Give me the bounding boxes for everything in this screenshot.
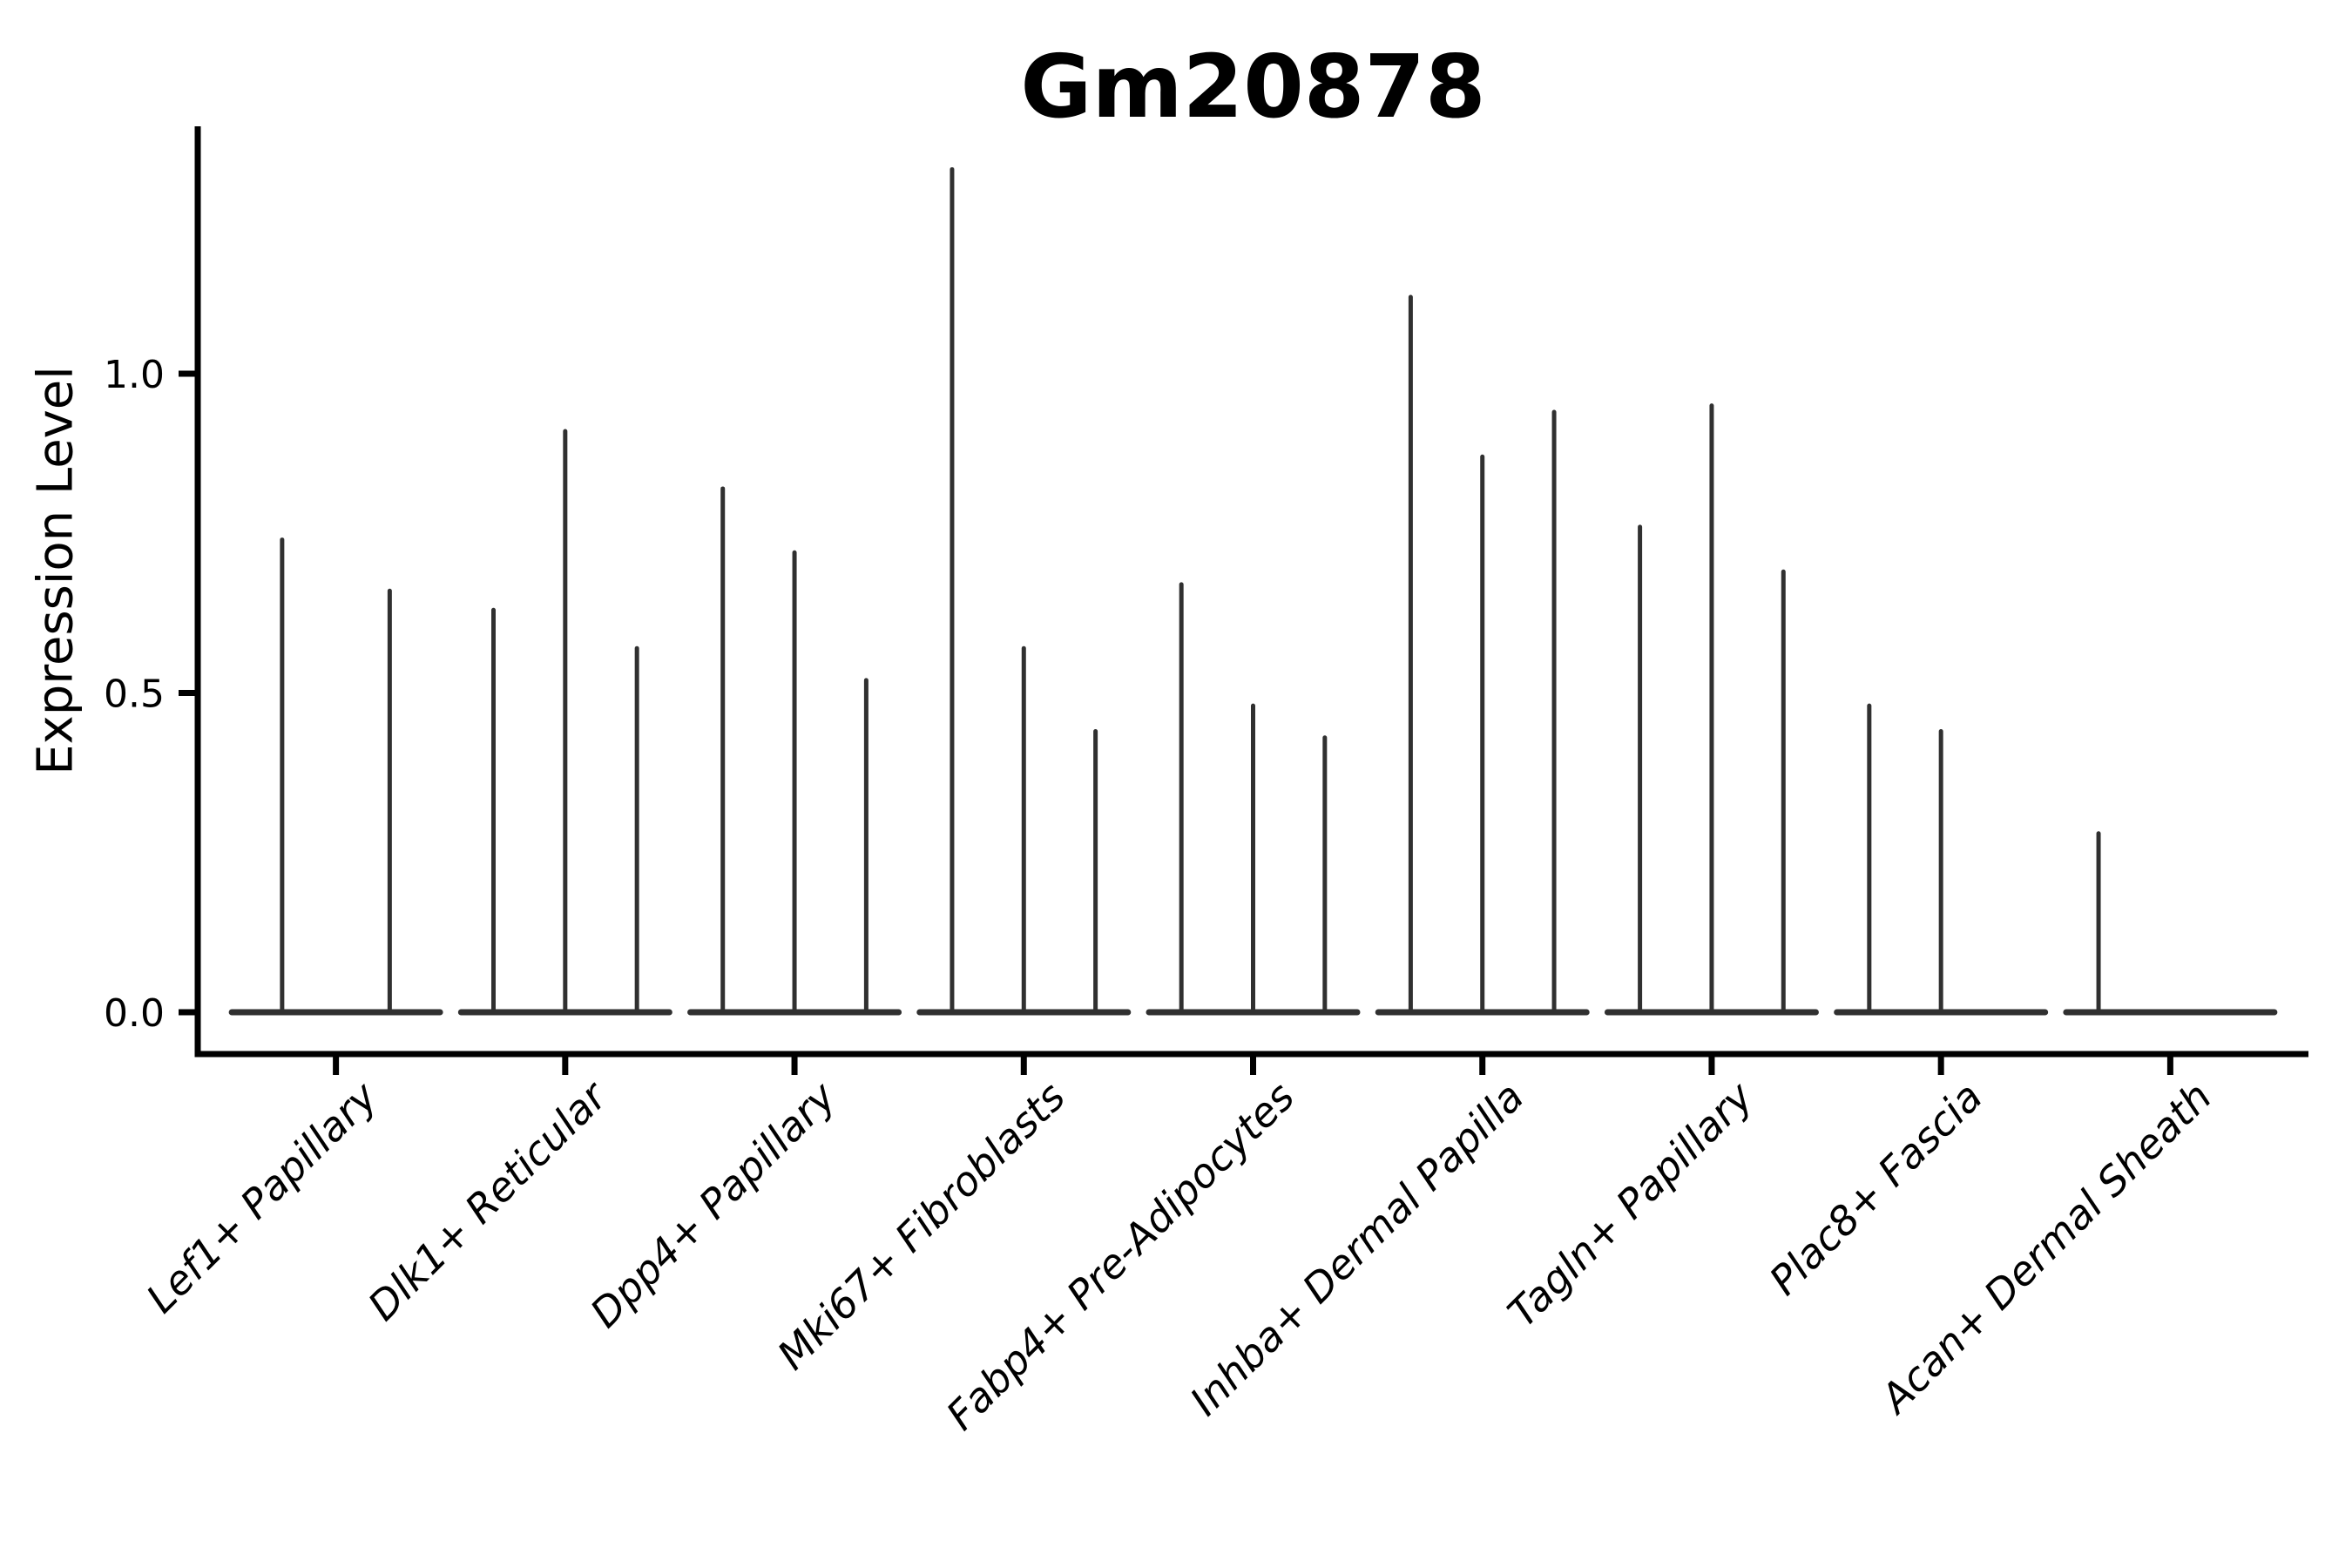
x-category-label: Dlk1+ Reticular (359, 1071, 618, 1329)
chart-title: Gm20878 (1020, 36, 1486, 138)
y-tick-label: 0.0 (104, 991, 165, 1036)
x-category-label: Lef1+ Papillary (137, 1072, 386, 1321)
x-category-label: Tagln+ Papillary (1498, 1072, 1762, 1336)
x-category-label: Plac8+ Fascia (1761, 1073, 1991, 1304)
y-tick-label: 1.0 (104, 353, 165, 397)
y-tick-label: 0.5 (104, 672, 165, 717)
x-category-label: Dpp4+ Papillary (581, 1072, 845, 1336)
